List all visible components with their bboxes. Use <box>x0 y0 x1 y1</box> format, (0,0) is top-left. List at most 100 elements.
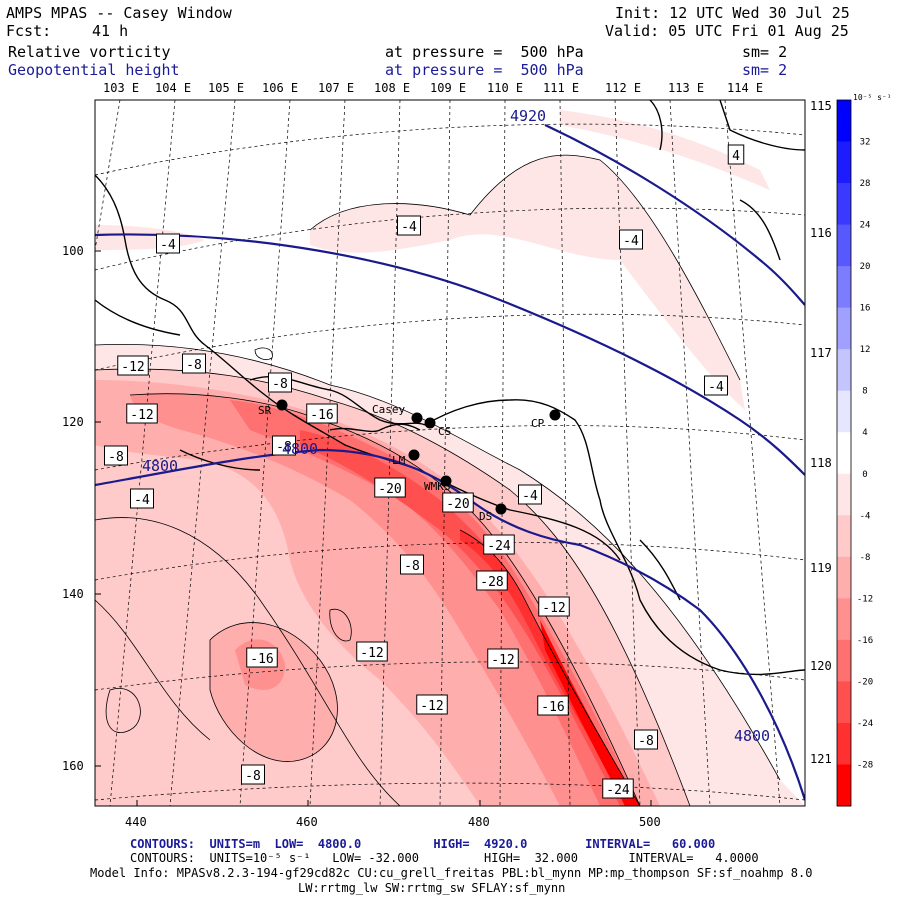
vort-label: -16 <box>541 700 564 715</box>
footer-model-info-2: LW:rrtmg_lw SW:rrtmg_sw SFLAY:sf_mynn <box>298 881 566 895</box>
station-casey-marker <box>411 412 423 424</box>
vort-label: -4 <box>134 493 150 508</box>
vort-label-box <box>117 355 149 376</box>
colorbar-swatch <box>837 639 851 682</box>
vort-label: -8 <box>186 358 202 373</box>
station-label: CP <box>531 417 545 430</box>
top-lon-label: 109 E <box>430 81 466 95</box>
vort-label: -28 <box>480 575 503 590</box>
station-label: Casey <box>372 403 405 416</box>
colorbar-swatch <box>837 556 851 599</box>
height-contour-4800 <box>95 448 805 801</box>
vort-label: -16 <box>310 408 333 423</box>
colorbar-swatch <box>837 515 851 558</box>
vort-label-box <box>487 648 519 669</box>
station-wmks-marker <box>440 475 452 487</box>
colorbar-level: -28 <box>857 760 873 770</box>
colorbar-swatch <box>837 349 851 392</box>
plot-area <box>95 100 805 806</box>
vort-label: -12 <box>130 408 153 423</box>
vort-label-box <box>241 764 265 785</box>
vort-label: -24 <box>606 783 630 798</box>
vort-label-box <box>727 144 745 165</box>
valid-time: Valid: 05 UTC Fri 01 Aug 25 <box>605 22 849 40</box>
footer-vorticity-contours: CONTOURS: UNITS=10⁻⁵ s⁻¹ LOW= -32.000 HI… <box>130 851 759 865</box>
field2-name: Geopotential height <box>8 61 180 79</box>
colorbar-level: -20 <box>857 677 873 687</box>
vort-label: -8 <box>638 734 654 749</box>
vorticity-labels: 4 -4 -4 -4 -4 -4 -4 -12 -8 -8 -12 -16 -8 -8 -20 -20 -24 -… <box>104 144 745 799</box>
colorbar-swatch <box>837 722 851 765</box>
vort-fill-minus4-strip <box>560 110 770 190</box>
y-tick-label: 120 <box>62 415 84 429</box>
x-tick-label: 460 <box>296 815 318 829</box>
vort-label-box <box>130 488 154 509</box>
colorbar-level: -12 <box>857 594 873 604</box>
station-label: WMKS <box>424 480 451 493</box>
top-lon-label: 105 E <box>208 81 244 95</box>
vort-label-box <box>104 445 128 466</box>
y-tick-label: 100 <box>62 244 84 258</box>
colorbar-swatch <box>837 598 851 641</box>
height-contour-4920-top <box>544 124 805 306</box>
height-label: 4800 <box>734 727 770 745</box>
colorbar-level: 32 <box>860 138 871 148</box>
init-time: Init: 12 UTC Wed 30 Jul 25 <box>615 4 850 22</box>
vort-label: -8 <box>108 450 124 465</box>
colorbar-level: 8 <box>862 387 867 397</box>
station-label: CS <box>438 425 451 438</box>
vort-label: -8 <box>272 377 288 392</box>
vort-label: -20 <box>446 497 469 512</box>
x-tick-label: 480 <box>468 815 490 829</box>
colorbar-swatch <box>837 266 851 309</box>
top-lon-label: 112 E <box>605 81 641 95</box>
height-label: 4920 <box>510 107 546 125</box>
vort-label-box <box>483 534 515 555</box>
top-lon-label: 103 E <box>103 81 139 95</box>
colorbar: 32 28 24 20 16 12 8 4 0 -4 -8 -12 -16 -20 -24 -28 10⁻⁵ s… <box>836 93 892 807</box>
height-labels: 4920 4800 4800 4800 <box>142 107 770 745</box>
forecast-label: Fcst: <box>6 22 52 40</box>
station-label: DS <box>479 510 492 523</box>
colorbar-swatch <box>837 432 851 475</box>
vort-label-box <box>538 596 570 617</box>
vort-label: -12 <box>121 360 144 375</box>
vort-label-box <box>476 570 508 591</box>
x-tick-label: 440 <box>125 815 147 829</box>
y-tick-label: 140 <box>62 587 84 601</box>
colorbar-unit: 10⁻⁵ s⁻¹ <box>853 93 892 102</box>
vort-label: -8 <box>404 559 420 574</box>
station-label: LM <box>392 454 406 467</box>
top-lon-label: 111 E <box>543 81 579 95</box>
vort-label-box <box>704 375 728 396</box>
vort-label: -4 <box>160 238 176 253</box>
top-lon-label: 110 E <box>487 81 523 95</box>
latlon-grid <box>95 100 805 806</box>
top-lon-label: 104 E <box>155 81 191 95</box>
station-cp-marker <box>549 409 561 421</box>
vort-label: -12 <box>420 699 443 714</box>
field2-smoothing: sm= 2 <box>742 61 788 79</box>
vort-label: -4 <box>401 220 417 235</box>
vort-label-box <box>397 215 421 236</box>
vort-label-box <box>246 647 278 668</box>
colorbar-level: 4 <box>862 428 867 438</box>
vort-label-box <box>306 403 338 424</box>
top-lon-label: 113 E <box>668 81 704 95</box>
top-lon-label: 114 E <box>727 81 763 95</box>
height-label: 4800 <box>142 457 178 475</box>
vort-label-box <box>156 233 180 254</box>
colorbar-swatch <box>837 100 851 143</box>
colorbar-swatch <box>837 681 851 724</box>
vort-label-box <box>268 372 292 393</box>
x-tick-label: 500 <box>639 815 661 829</box>
colorbar-swatch <box>837 764 851 807</box>
vort-label-box <box>356 641 388 662</box>
vort-label: -4 <box>708 380 724 395</box>
station-lm-marker <box>408 449 420 461</box>
top-lon-label: 108 E <box>374 81 410 95</box>
colorbar-level: -4 <box>860 511 871 521</box>
colorbar-swatch <box>837 307 851 350</box>
field1-level: at pressure = 500 hPa <box>385 43 584 61</box>
stations: SR Casey CS CP WMKS DS LM <box>258 399 561 523</box>
